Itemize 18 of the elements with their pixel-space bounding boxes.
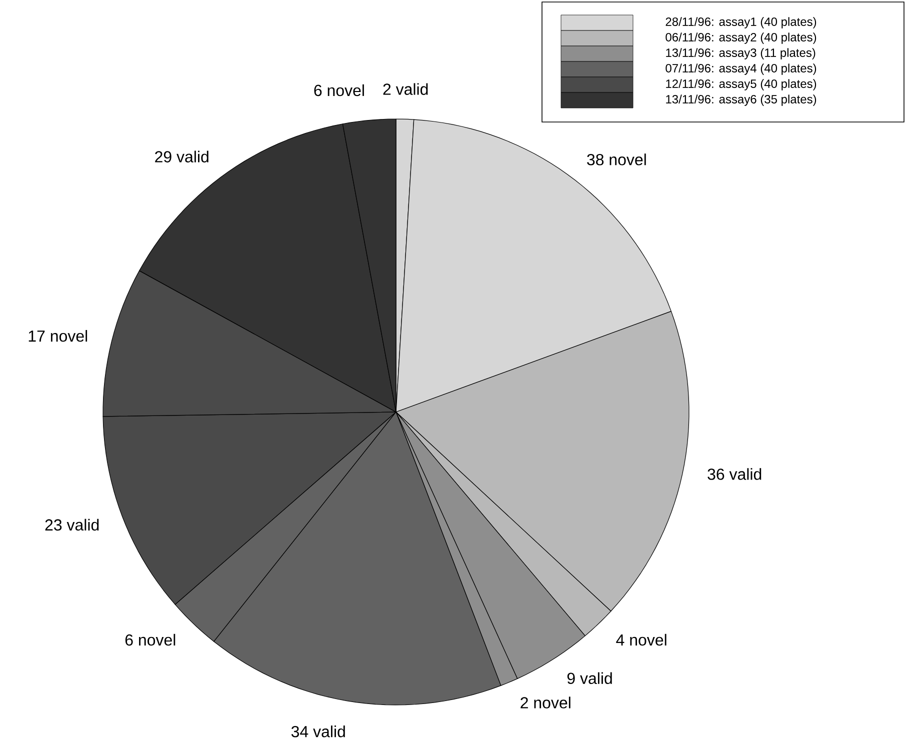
slice-label: 36 valid [708,468,762,480]
text: 28/11/96: assay1 (40 plates) [666,17,816,28]
slice-label: 34 valid [291,726,345,738]
text: 13/11/96: assay3 (11 plates) [666,48,816,60]
slice-label: 9 valid [567,672,612,684]
slice-label: 38 novel [587,154,646,166]
slice-label: 2 valid [383,83,428,95]
text: 12/11/96: assay5 (40 plates) [666,79,816,90]
slice-label: 4 novel [616,634,666,646]
slice-label: 29 valid [155,150,208,162]
text: 06/11/96: assay2 (40 plates) [666,32,816,44]
text: 07/11/96: assay4 (40 plates) [666,64,816,75]
slice-label: 23 valid [45,518,99,531]
text: 13/11/96: assay6 (35 plates) [666,94,816,106]
slice-label: 6 novel [125,634,176,646]
slice-label: 17 novel [28,330,88,342]
slice-label: 6 novel [314,84,364,96]
slice-label: 2 novel [520,696,570,708]
